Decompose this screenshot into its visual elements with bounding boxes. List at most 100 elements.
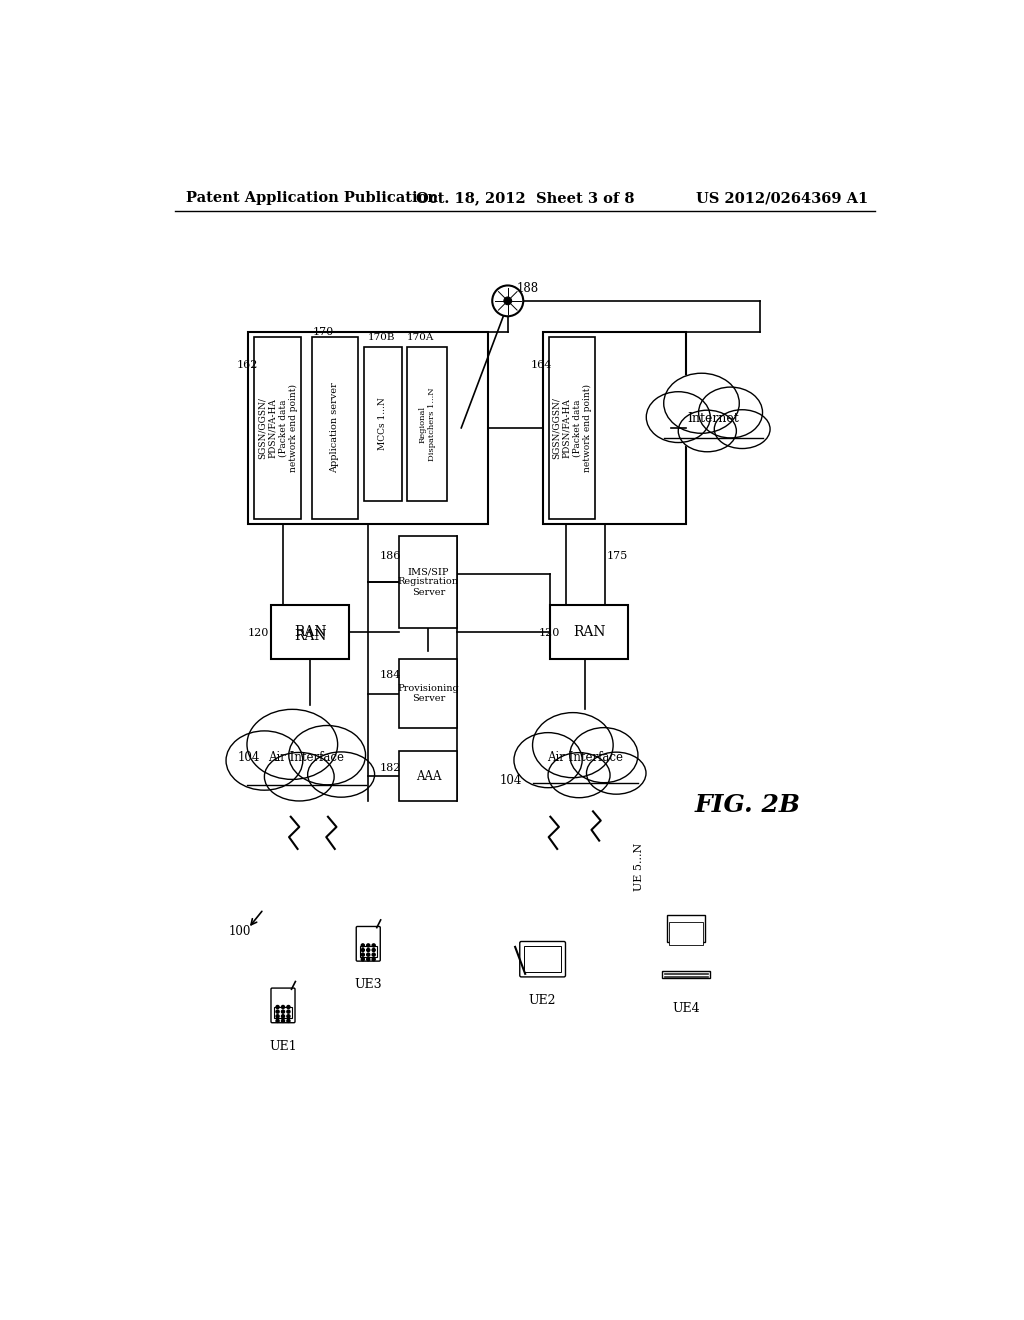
Text: 120: 120 bbox=[248, 628, 269, 638]
Circle shape bbox=[276, 1015, 280, 1018]
Text: Regional
Dispatchers 1...N: Regional Dispatchers 1...N bbox=[419, 387, 436, 461]
FancyBboxPatch shape bbox=[524, 946, 561, 973]
Circle shape bbox=[361, 958, 365, 961]
Text: UE 5...N: UE 5...N bbox=[635, 842, 644, 891]
FancyBboxPatch shape bbox=[549, 337, 595, 519]
Text: Air Interface: Air Interface bbox=[268, 751, 344, 764]
Circle shape bbox=[361, 953, 365, 956]
Circle shape bbox=[276, 1010, 280, 1014]
Text: 170B: 170B bbox=[369, 333, 395, 342]
Text: Internet: Internet bbox=[687, 412, 739, 425]
Text: Provisioning
Server: Provisioning Server bbox=[397, 684, 459, 704]
FancyBboxPatch shape bbox=[399, 659, 458, 729]
Circle shape bbox=[367, 958, 370, 961]
Circle shape bbox=[504, 297, 512, 305]
Ellipse shape bbox=[532, 713, 613, 777]
Text: 104: 104 bbox=[238, 751, 260, 764]
Circle shape bbox=[282, 1010, 285, 1014]
Text: Patent Application Publication: Patent Application Publication bbox=[186, 191, 438, 206]
FancyBboxPatch shape bbox=[274, 1007, 292, 1019]
Circle shape bbox=[276, 1006, 280, 1008]
Circle shape bbox=[287, 1010, 290, 1014]
Ellipse shape bbox=[646, 392, 711, 442]
FancyBboxPatch shape bbox=[399, 536, 458, 628]
Text: SGSN/GGSN/
PDSN/FA-HA
(Packet data
network end point): SGSN/GGSN/ PDSN/FA-HA (Packet data netwo… bbox=[552, 384, 592, 473]
Circle shape bbox=[361, 944, 365, 946]
Ellipse shape bbox=[548, 752, 610, 797]
Ellipse shape bbox=[664, 374, 739, 433]
Text: SGSN/GGSN/
PDSN/FA-HA
(Packet data
network end point): SGSN/GGSN/ PDSN/FA-HA (Packet data netwo… bbox=[257, 384, 298, 473]
Ellipse shape bbox=[247, 709, 338, 779]
Circle shape bbox=[372, 944, 375, 946]
Text: RAN: RAN bbox=[572, 624, 605, 639]
Ellipse shape bbox=[264, 752, 334, 801]
Ellipse shape bbox=[226, 731, 303, 791]
Circle shape bbox=[282, 1015, 285, 1018]
Circle shape bbox=[282, 1019, 285, 1023]
Text: US 2012/0264369 A1: US 2012/0264369 A1 bbox=[696, 191, 868, 206]
FancyBboxPatch shape bbox=[543, 331, 686, 524]
Text: 186: 186 bbox=[380, 552, 401, 561]
Circle shape bbox=[287, 1006, 290, 1008]
Text: UE2: UE2 bbox=[528, 994, 556, 1007]
Circle shape bbox=[367, 949, 370, 952]
Text: 104: 104 bbox=[500, 775, 522, 788]
Circle shape bbox=[372, 949, 375, 952]
Circle shape bbox=[372, 953, 375, 956]
Circle shape bbox=[287, 1019, 290, 1023]
Text: 170A: 170A bbox=[407, 333, 434, 342]
Circle shape bbox=[372, 958, 375, 961]
Text: IMS/SIP
Registration
Server: IMS/SIP Registration Server bbox=[397, 568, 459, 597]
FancyBboxPatch shape bbox=[662, 970, 710, 978]
Text: FIG. 2B: FIG. 2B bbox=[695, 793, 801, 817]
Circle shape bbox=[367, 944, 370, 946]
Text: UE3: UE3 bbox=[354, 978, 382, 991]
Text: 188: 188 bbox=[517, 281, 540, 294]
Text: 100: 100 bbox=[228, 924, 251, 937]
Text: 170: 170 bbox=[312, 327, 334, 337]
FancyBboxPatch shape bbox=[550, 605, 628, 659]
Text: RAN: RAN bbox=[294, 624, 327, 639]
FancyBboxPatch shape bbox=[248, 331, 488, 524]
FancyBboxPatch shape bbox=[667, 915, 706, 942]
FancyBboxPatch shape bbox=[271, 605, 349, 659]
Text: Oct. 18, 2012  Sheet 3 of 8: Oct. 18, 2012 Sheet 3 of 8 bbox=[416, 191, 634, 206]
FancyBboxPatch shape bbox=[254, 337, 301, 519]
FancyBboxPatch shape bbox=[356, 927, 380, 961]
Text: 175: 175 bbox=[607, 552, 628, 561]
Text: UE1: UE1 bbox=[269, 1040, 297, 1053]
Ellipse shape bbox=[514, 733, 583, 788]
Text: UE4: UE4 bbox=[672, 1002, 699, 1015]
Ellipse shape bbox=[715, 409, 770, 449]
FancyBboxPatch shape bbox=[407, 347, 447, 502]
FancyBboxPatch shape bbox=[365, 347, 401, 502]
Circle shape bbox=[282, 1006, 285, 1008]
Text: 120: 120 bbox=[539, 628, 560, 638]
Circle shape bbox=[287, 1015, 290, 1018]
Text: 182: 182 bbox=[380, 763, 401, 772]
Text: 184: 184 bbox=[380, 671, 401, 680]
Circle shape bbox=[361, 949, 365, 952]
Ellipse shape bbox=[289, 726, 366, 785]
FancyBboxPatch shape bbox=[520, 941, 565, 977]
Ellipse shape bbox=[307, 752, 375, 797]
Circle shape bbox=[493, 285, 523, 317]
Circle shape bbox=[276, 1019, 280, 1023]
Text: 164: 164 bbox=[531, 360, 552, 370]
Text: Air Interface: Air Interface bbox=[547, 751, 624, 764]
FancyBboxPatch shape bbox=[311, 337, 358, 519]
Text: AAA: AAA bbox=[416, 770, 441, 783]
FancyBboxPatch shape bbox=[359, 945, 377, 957]
Ellipse shape bbox=[587, 752, 646, 795]
Ellipse shape bbox=[569, 727, 638, 783]
Text: 162: 162 bbox=[237, 360, 258, 370]
FancyBboxPatch shape bbox=[399, 751, 458, 801]
Text: RAN: RAN bbox=[294, 628, 327, 643]
Text: Application server: Application server bbox=[331, 383, 339, 474]
Ellipse shape bbox=[678, 411, 736, 451]
Ellipse shape bbox=[698, 387, 763, 438]
FancyBboxPatch shape bbox=[271, 989, 295, 1023]
Text: MCCs 1...N: MCCs 1...N bbox=[379, 397, 387, 450]
FancyBboxPatch shape bbox=[669, 923, 703, 945]
Circle shape bbox=[367, 953, 370, 956]
